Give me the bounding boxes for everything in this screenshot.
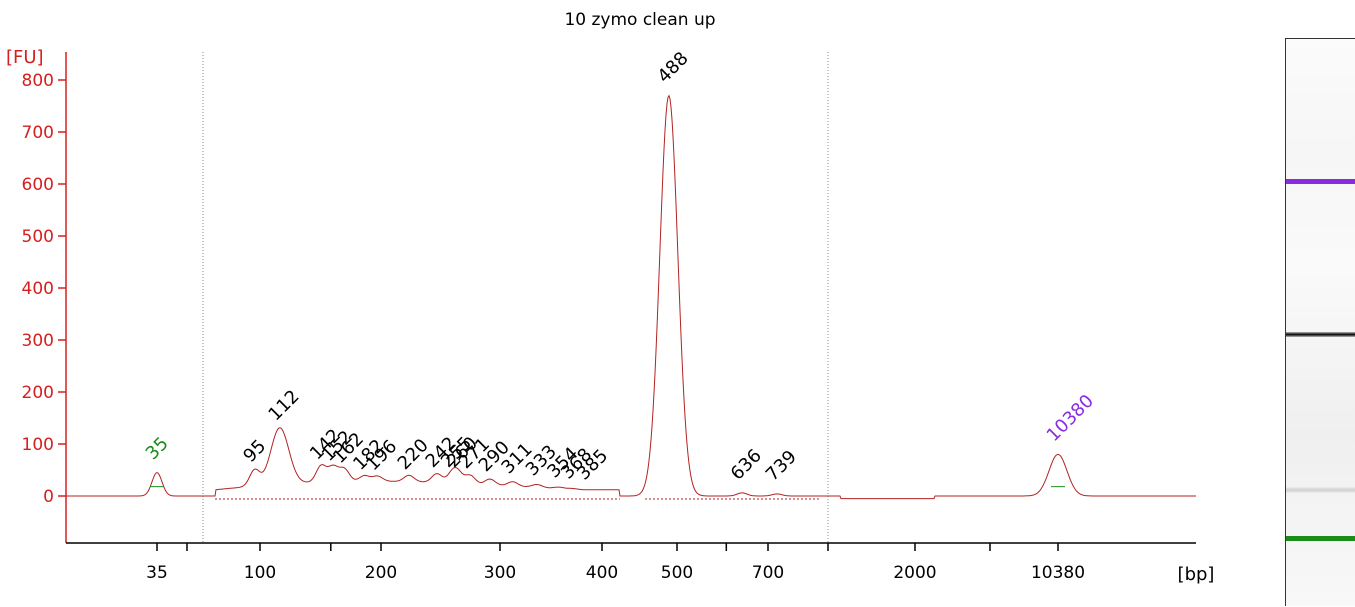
x-tick-label: 100 xyxy=(244,563,276,583)
y-tick-label: 100 xyxy=(22,435,54,455)
y-axis-label: [FU] xyxy=(6,47,44,68)
peak-label: 35 xyxy=(142,433,173,464)
peak-label: 10380 xyxy=(1043,391,1098,446)
chart-title: 10 zymo clean up xyxy=(564,10,715,30)
peak-label: 112 xyxy=(264,386,303,425)
x-tick-label: 500 xyxy=(661,563,693,583)
y-tick-label: 0 xyxy=(43,487,54,507)
x-axis-label: [bp] xyxy=(1178,564,1215,585)
y-tick-label: 700 xyxy=(22,123,54,143)
lower-marker-band xyxy=(1286,536,1355,541)
x-tick-label: 200 xyxy=(365,563,397,583)
gel-lane-image xyxy=(1285,38,1355,606)
peak-label: 488 xyxy=(654,48,693,87)
peak-label: 739 xyxy=(762,446,801,485)
y-tick-label: 800 xyxy=(22,71,54,91)
x-tick-label: 700 xyxy=(752,563,784,583)
y-tick-label: 200 xyxy=(22,383,54,403)
peak-label: 95 xyxy=(239,436,270,467)
x-tick-label: 35 xyxy=(146,563,168,583)
peak-label: 636 xyxy=(727,445,766,484)
x-tick-label: 400 xyxy=(586,563,618,583)
x-tick-label: 300 xyxy=(484,563,516,583)
y-tick-label: 300 xyxy=(22,331,54,351)
upper-marker-band xyxy=(1286,179,1355,184)
y-tick-label: 600 xyxy=(22,175,54,195)
electropherogram-chart: 10 zymo clean up [FU] 0 100 200 300 400 500 600 7… xyxy=(6,10,1215,585)
y-tick-label: 400 xyxy=(22,279,54,299)
y-tick-label: 500 xyxy=(22,227,54,247)
gel-smear-band xyxy=(1286,332,1355,337)
x-tick-label: 10380 xyxy=(1031,563,1085,583)
electropherogram-trace xyxy=(66,94,1196,500)
gel-faint-band xyxy=(1286,487,1355,493)
x-tick-label: 2000 xyxy=(893,563,936,583)
